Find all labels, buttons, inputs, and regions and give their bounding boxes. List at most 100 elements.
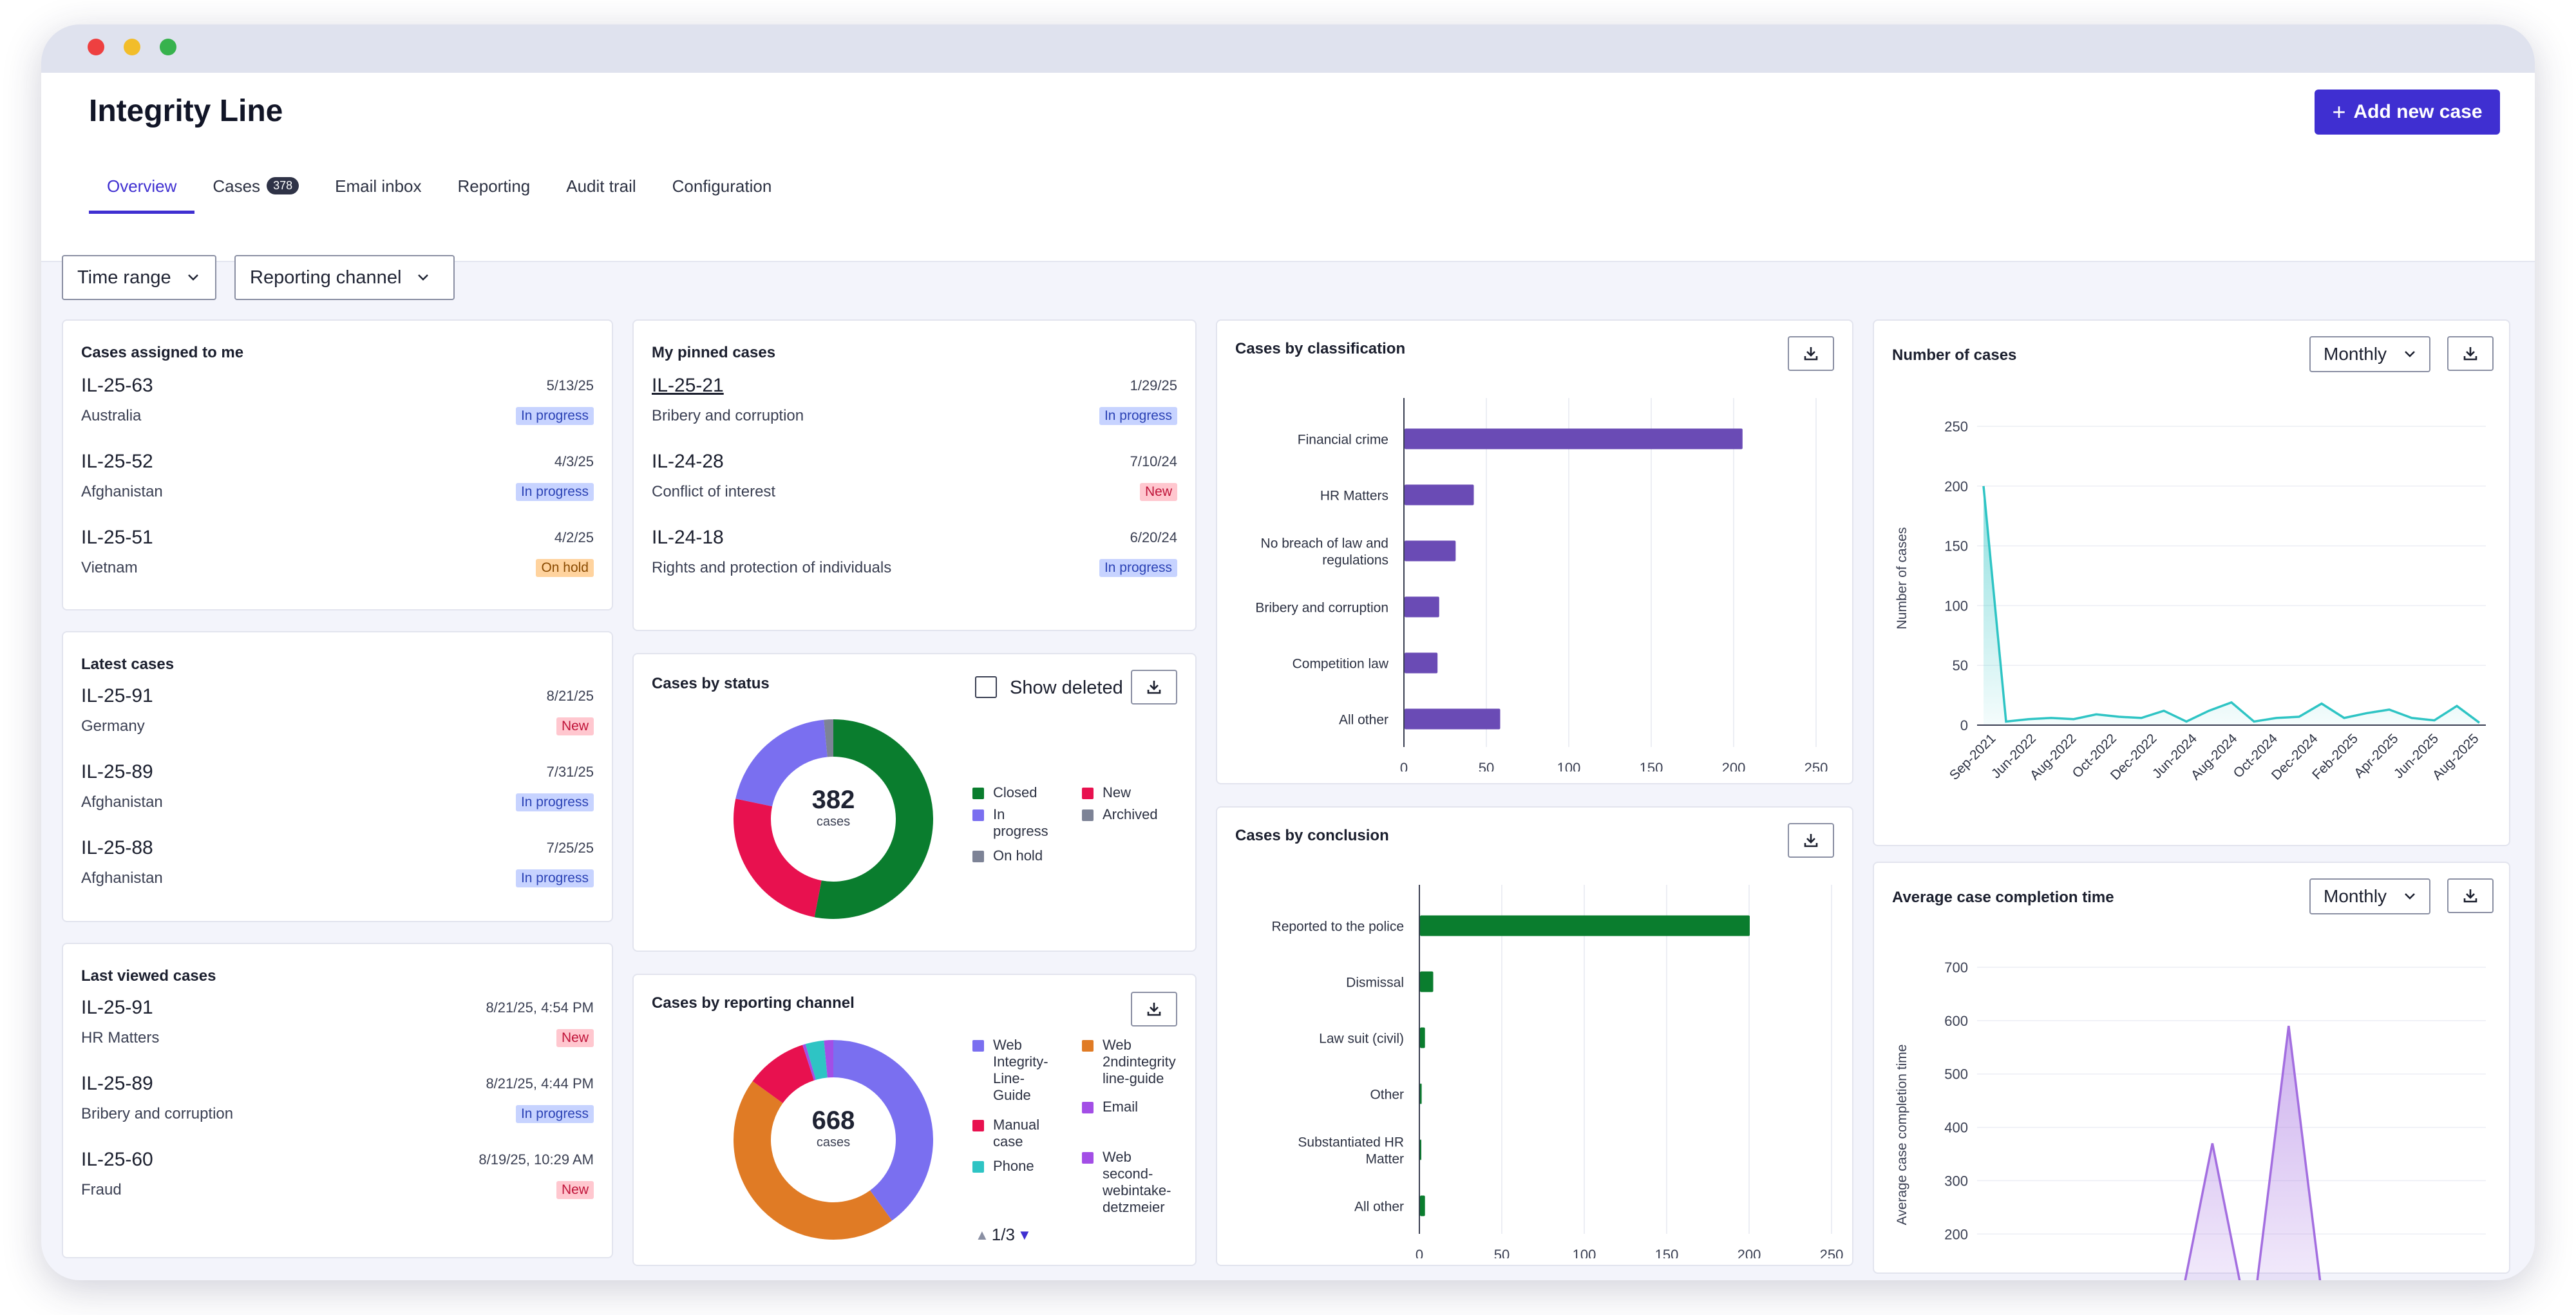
list-item[interactable]: IL-25-52 4/3/25 Afghanistan In progress [81,451,594,515]
case-id: IL-25-88 [81,837,153,858]
tab-audit-trail[interactable]: Audit trail [548,176,654,214]
case-date: 8/21/25, 4:44 PM [486,1075,594,1092]
bar [1405,596,1439,618]
download-button[interactable] [1788,823,1834,858]
status-badge: In progress [515,1105,594,1123]
case-id: IL-24-18 [652,527,724,548]
close-window-dot[interactable] [88,39,104,55]
y-tick-label: 600 [1944,1013,1968,1029]
list-item[interactable]: IL-25-89 8/21/25, 4:44 PM Bribery and co… [81,1073,594,1137]
chevron-down-icon [187,274,198,281]
list-item[interactable]: IL-24-18 6/20/24 Rights and protection o… [652,527,1177,591]
cases-assigned-card: Cases assigned to me IL-25-63 5/13/25 Au… [62,319,613,610]
pager-up-icon[interactable]: ▲ [975,1226,989,1243]
download-button[interactable] [1131,670,1177,705]
avg-completion-card: Average case completion time Monthly 100… [1873,862,2510,1280]
case-country: Germany [81,717,145,735]
case-date: 7/31/25 [546,764,594,780]
x-tick-label: 50 [1479,760,1494,771]
tab-overview[interactable]: Overview [89,176,195,214]
download-button[interactable] [2447,336,2494,371]
tab-cases[interactable]: Cases 378 [194,176,317,214]
case-category: Bribery and corruption [652,407,804,424]
case-id: IL-25-63 [81,375,153,396]
card-title: Number of cases [1892,346,2017,364]
minimize-window-dot[interactable] [124,39,140,55]
case-date: 1/29/25 [1130,377,1177,393]
list-item[interactable]: IL-25-91 8/21/25 Germany New [81,685,594,750]
case-date: 4/2/25 [554,529,594,545]
list-item[interactable]: IL-25-21 1/29/25 Bribery and corruption … [652,375,1177,439]
y-tick-label: 500 [1944,1066,1968,1083]
download-icon [1147,1003,1161,1016]
list-item[interactable]: IL-25-91 8/21/25, 4:54 PM HR Matters New [81,997,594,1061]
case-date: 7/25/25 [546,840,594,856]
add-new-case-button[interactable]: + Add new case [2315,90,2500,135]
y-tick-label: 700 [1944,960,1968,976]
card-title: Cases by status [652,675,770,692]
bar [1405,484,1474,506]
status-badge: In progress [1099,559,1177,577]
completion-time-area-chart: 100200300400500600700Average case comple… [1895,960,2486,1280]
latest-cases-card: Latest cases IL-25-91 8/21/25 Germany Ne… [62,631,613,922]
list-item[interactable]: IL-25-63 5/13/25 Australia In progress [81,375,594,439]
download-icon [1804,834,1818,847]
download-button[interactable] [1788,336,1834,371]
cases-by-status-card: Cases by status Show deleted 382 cases C… [632,653,1197,952]
chevron-down-icon [2405,893,2415,900]
donut-slice [802,1044,817,1081]
status-badge: New [556,717,594,735]
tab-label: Cases [213,176,261,196]
show-deleted-checkbox[interactable] [975,676,997,698]
y-tick-label: 0 [1960,717,1968,733]
case-date: 6/20/24 [1130,529,1177,545]
case-category: Fraud [81,1181,122,1198]
reporting-channel-filter[interactable]: Reporting channel [234,255,455,300]
bar [1420,971,1434,992]
case-country: Afghanistan [81,869,163,887]
list-item[interactable]: IL-24-28 7/10/24 Conflict of interest Ne… [652,451,1177,515]
y-category-label: All other [1339,713,1388,728]
list-item[interactable]: IL-25-89 7/31/25 Afghanistan In progress [81,761,594,826]
legend-pager: ▲ 1/3 ▼ [975,1225,1032,1245]
maximize-window-dot[interactable] [160,39,176,55]
x-tick-label: 0 [1400,760,1408,771]
status-badge: New [556,1181,594,1199]
tab-label: Audit trail [566,176,636,196]
bar [1405,428,1743,449]
y-tick-label: 400 [1944,1120,1968,1136]
download-button[interactable] [2447,878,2494,913]
pager-down-icon[interactable]: ▼ [1017,1226,1032,1243]
page-title: Integrity Line [89,94,283,128]
card-title: Cases by classification [1235,340,1406,357]
list-item[interactable]: IL-25-60 8/19/25, 10:29 AM Fraud New [81,1149,594,1213]
channel-donut-chart [734,1040,933,1240]
case-country: Vietnam [81,559,138,576]
x-tick-label: 250 [1820,1247,1844,1258]
tab-email-inbox[interactable]: Email inbox [317,176,439,214]
y-axis-label: Number of cases [1895,527,1909,630]
y-tick-label: 150 [1944,538,1968,554]
tab-configuration[interactable]: Configuration [654,176,790,214]
classification-bar-chart: 0 50 100 150 200 250 Financial crime HR Matters… [1255,398,1828,771]
list-item[interactable]: IL-25-51 4/2/25 Vietnam On hold [81,527,594,591]
y-category-label: Reported to the police [1272,920,1404,934]
list-item[interactable]: IL-25-88 7/25/25 Afghanistan In progress [81,837,594,902]
period-dropdown[interactable]: Monthly [2309,878,2431,914]
time-range-filter[interactable]: Time range [62,255,216,300]
case-category: Bribery and corruption [81,1105,234,1122]
reporting-channel-label: Reporting channel [250,267,402,288]
case-id: IL-25-89 [81,1073,153,1094]
cases-by-classification-card: Cases by classification 0 50 100 150 200 250 F… [1216,319,1853,784]
x-tick-label: 150 [1640,760,1663,771]
donut-slice [833,1040,933,1221]
case-id-link[interactable]: IL-25-21 [652,375,724,396]
tab-reporting[interactable]: Reporting [440,176,549,214]
case-category: Rights and protection of individuals [652,559,892,576]
tab-label: Email inbox [335,176,422,196]
case-id: IL-25-60 [81,1149,153,1170]
case-date: 8/19/25, 10:29 AM [478,1151,594,1168]
period-dropdown[interactable]: Monthly [2309,336,2431,372]
y-tick-label: 250 [1944,419,1968,435]
download-button[interactable] [1131,992,1177,1026]
